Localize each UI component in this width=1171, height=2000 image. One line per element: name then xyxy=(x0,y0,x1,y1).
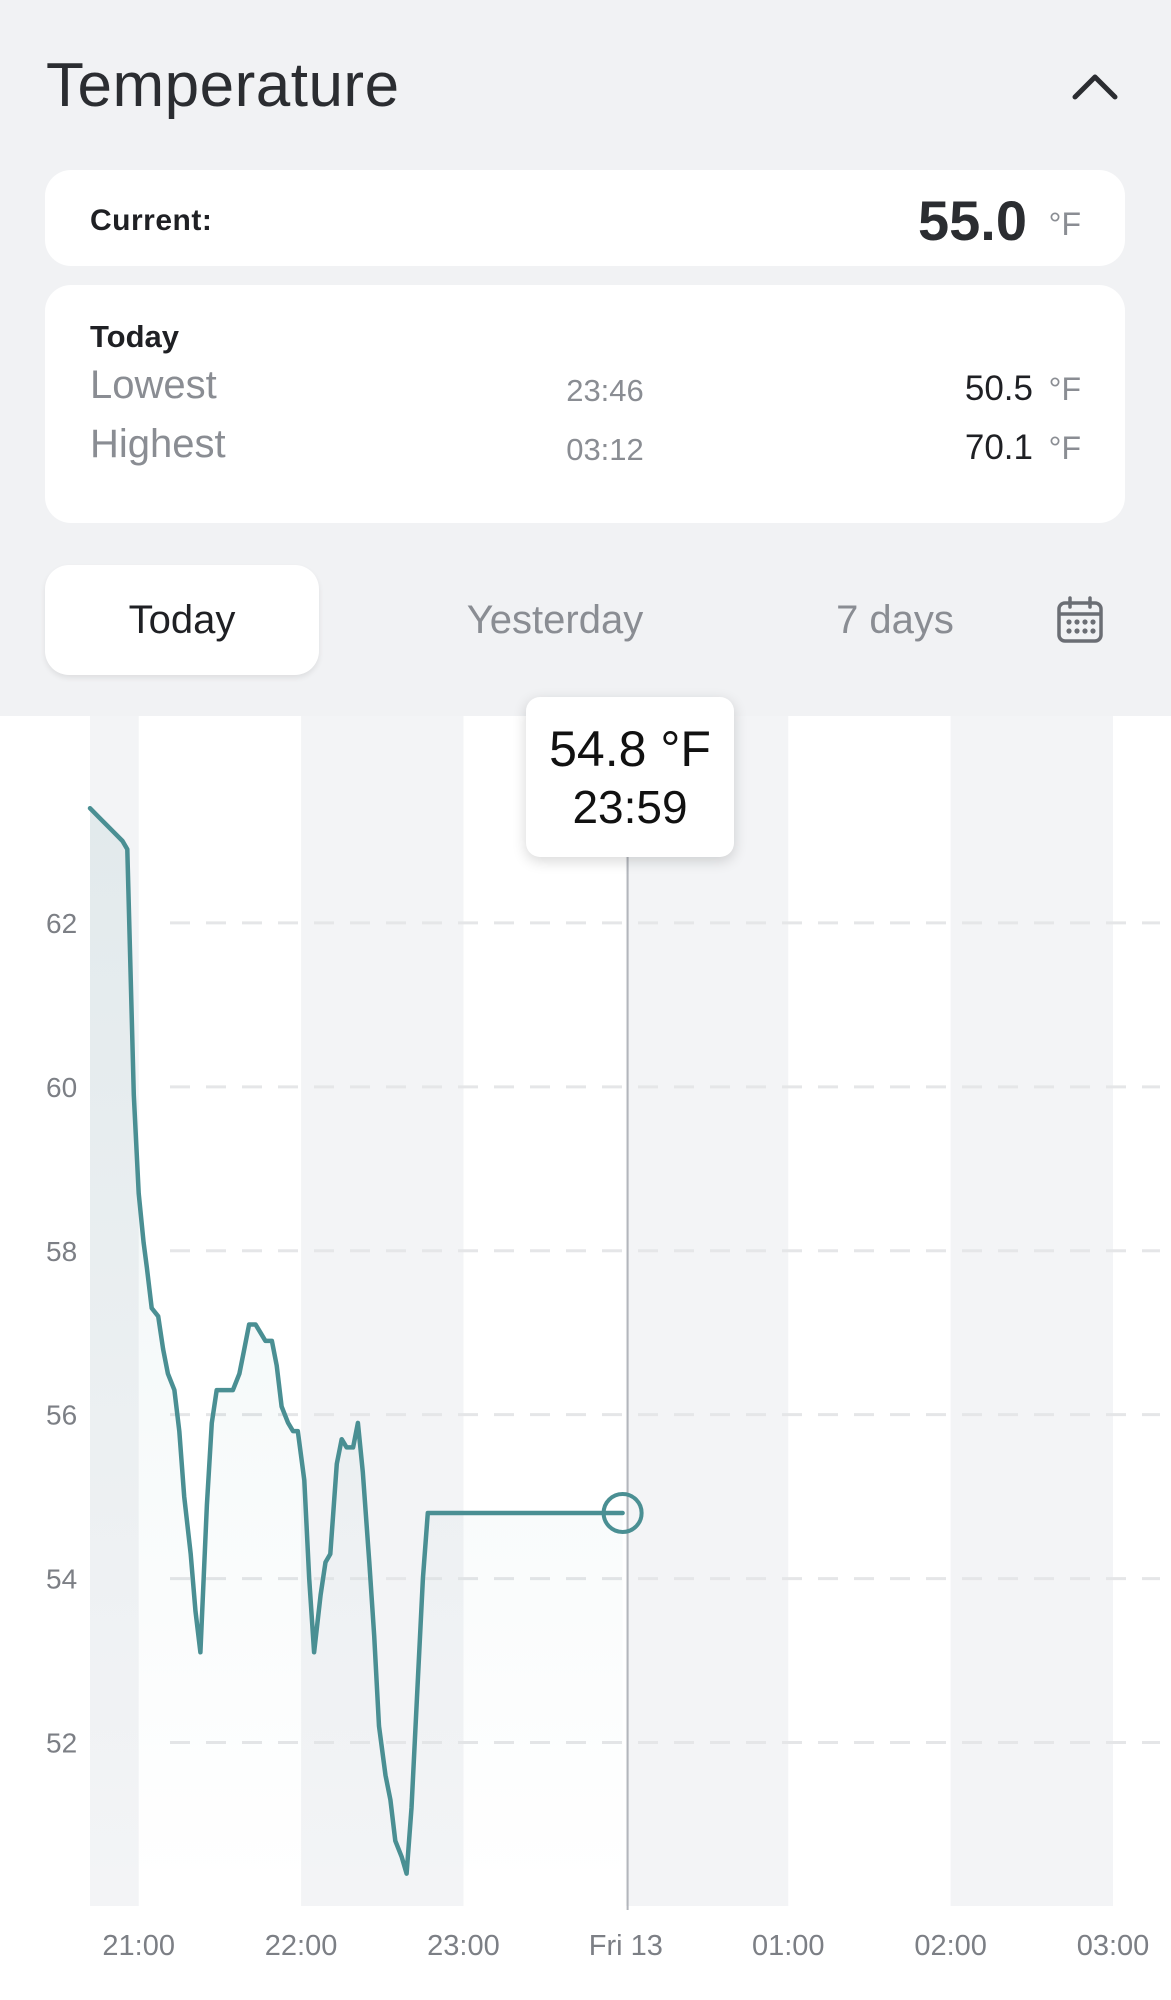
highest-unit: °F xyxy=(1048,430,1081,466)
today-title: Today xyxy=(90,319,179,354)
collapse-button[interactable] xyxy=(1060,58,1130,114)
y-tick-label: 60 xyxy=(46,1072,77,1103)
header-panel: Temperature Current: 55.0 °F Today Lowes… xyxy=(0,0,1171,716)
temperature-chart[interactable]: 52 54 56 58 60 62 21:00 22:00 23:00 Fri 13 01:00 0… xyxy=(0,716,1171,2000)
y-tick-label: 52 xyxy=(46,1727,77,1758)
tooltip-time: 23:59 xyxy=(572,781,688,833)
current-temperature-card: Current: 55.0 °F xyxy=(45,170,1125,266)
highest-value: 70.1 xyxy=(964,428,1033,467)
series-area xyxy=(90,808,623,1891)
tab-today[interactable]: Today xyxy=(45,565,319,675)
x-tick-label: 02:00 xyxy=(914,1930,987,1962)
calendar-icon xyxy=(1057,596,1103,643)
page-title: Temperature xyxy=(46,51,400,120)
period-tabs: Today Yesterday 7 days xyxy=(45,565,1125,675)
tooltip-value: 54.8 °F xyxy=(549,721,711,777)
x-tick-label: 21:00 xyxy=(102,1930,175,1962)
lowest-label: Lowest xyxy=(90,363,217,407)
time-band xyxy=(625,716,789,1906)
highest-label: Highest xyxy=(90,422,226,466)
lowest-time: 23:46 xyxy=(566,373,644,408)
x-tick-label: 01:00 xyxy=(752,1930,825,1962)
y-tick-label: 54 xyxy=(46,1564,77,1595)
selected-point-marker[interactable] xyxy=(601,1492,644,1535)
today-stats-card: Today Lowest 23:46 50.5 °F Highest 03:12… xyxy=(45,285,1125,523)
highest-row: Highest 03:12 70.1 °F xyxy=(45,422,1125,472)
lowest-row: Lowest 23:46 50.5 °F xyxy=(45,363,1125,413)
x-tick-label: Fri 13 xyxy=(589,1930,663,1962)
x-tick-label: 22:00 xyxy=(265,1930,338,1962)
y-tick-label: 62 xyxy=(46,908,77,939)
current-label: Current: xyxy=(90,204,213,237)
chart-tooltip: 54.8 °F 23:59 xyxy=(526,697,734,857)
lowest-value: 50.5 xyxy=(964,369,1033,408)
x-tick-label: 23:00 xyxy=(427,1930,500,1962)
current-unit: °F xyxy=(1048,206,1081,242)
calendar-button[interactable] xyxy=(1035,565,1125,675)
lowest-unit: °F xyxy=(1048,371,1081,407)
tab-7-days[interactable]: 7 days xyxy=(836,597,954,642)
current-value: 55.0 xyxy=(918,189,1027,252)
chevron-up-icon xyxy=(1072,74,1118,100)
y-tick-label: 58 xyxy=(46,1236,77,1267)
x-tick-label: 03:00 xyxy=(1077,1930,1150,1962)
highest-time: 03:12 xyxy=(566,432,644,467)
y-tick-label: 56 xyxy=(46,1400,77,1431)
time-band xyxy=(950,716,1113,1906)
series-line xyxy=(87,805,625,1876)
tab-yesterday[interactable]: Yesterday xyxy=(466,597,644,642)
